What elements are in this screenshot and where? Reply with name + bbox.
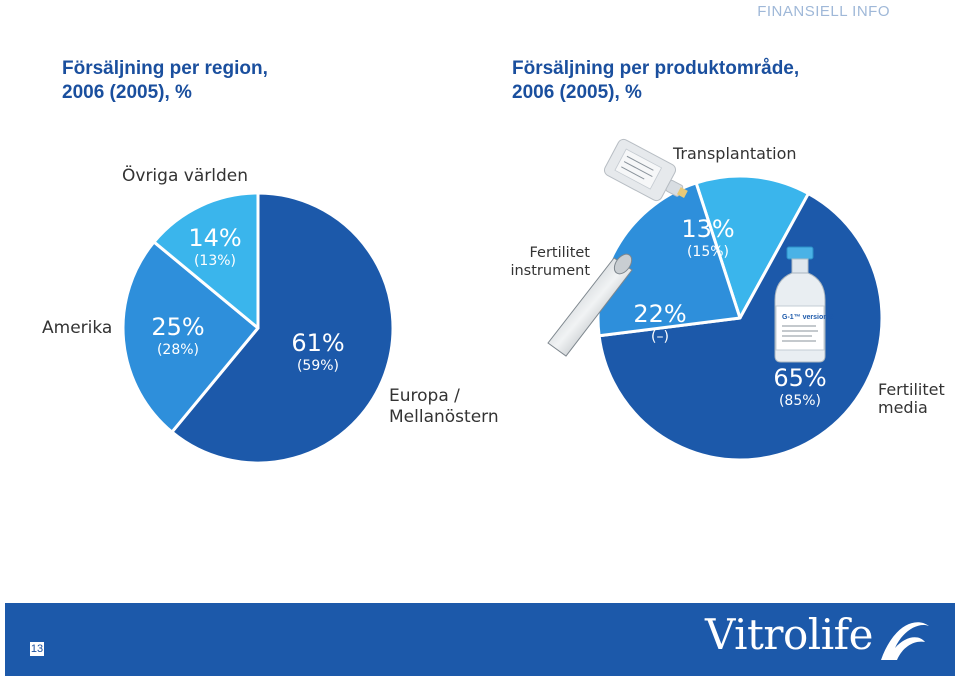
pct-value: 25% xyxy=(151,313,205,341)
label-fertilitet-instrument: Fertilitet instrument xyxy=(508,244,590,280)
section-tag: FINANSIELL INFO xyxy=(757,3,890,20)
logo-swoosh-icon xyxy=(881,622,929,660)
region-chart-title: Försäljning per region, 2006 (2005), % xyxy=(62,57,268,105)
pct-prev-value: (–) xyxy=(651,329,669,345)
label-media-line1: Fertilitet xyxy=(878,380,945,399)
bottle-label-text: G-1™ version 5 xyxy=(782,314,833,321)
label-instrument-line1: Fertilitet xyxy=(529,245,591,261)
region-pie-slice-amerika xyxy=(121,240,260,434)
pct-label-europa: 61% (59%) xyxy=(278,329,358,375)
label-ovriga-varlden: Övriga världen xyxy=(122,166,248,186)
label-europa-line1: Europa / xyxy=(389,386,460,406)
region-pie xyxy=(121,191,395,465)
pct-label-instrument: 22% (–) xyxy=(620,300,700,346)
label-europa: Europa / Mellanöstern xyxy=(389,386,499,428)
label-transplantation: Transplantation xyxy=(673,144,797,163)
pct-label-media: 65% (85%) xyxy=(760,364,840,410)
vitrolife-logo: Vitrolife xyxy=(705,610,874,659)
region-pie-slice-europa-mellanöstern xyxy=(170,191,395,465)
pct-prev-value: (59%) xyxy=(296,358,340,374)
label-instrument-line2: instrument xyxy=(510,263,590,279)
product-chart-title: Försäljning per produktområde, 2006 (200… xyxy=(512,57,799,105)
pct-label-transplantation: 13% (15%) xyxy=(668,215,748,261)
footer-bar xyxy=(5,603,955,676)
pct-prev-value: (15%) xyxy=(686,244,730,260)
product-title-line2: 2006 (2005), % xyxy=(512,82,642,103)
product-pie-slice-transplantation xyxy=(694,174,810,320)
product-pie xyxy=(596,174,884,462)
region-title-line2: 2006 (2005), % xyxy=(62,82,192,103)
region-title-line1: Försäljning per region, xyxy=(62,58,268,79)
media-bottle-image: G-1™ version 5 xyxy=(774,246,833,363)
page-number: 13 xyxy=(30,642,44,656)
label-fertilitet-media: Fertilitet media xyxy=(878,381,945,417)
pct-label-amerika: 25% (28%) xyxy=(138,313,218,359)
label-europa-line2: Mellanöstern xyxy=(389,407,499,427)
needle-image xyxy=(547,253,633,357)
region-pie-slice-övriga-världen xyxy=(152,191,260,330)
label-amerika: Amerika xyxy=(42,318,113,338)
pct-value: 61% xyxy=(291,329,345,357)
pct-value: 13% xyxy=(681,215,735,243)
product-pie-slice-fertilitet-media xyxy=(597,192,884,462)
product-title-line1: Försäljning per produktområde, xyxy=(512,58,800,79)
pct-prev-value: (85%) xyxy=(778,393,822,409)
pct-prev-value: (13%) xyxy=(193,253,237,269)
pct-value: 22% xyxy=(633,300,687,328)
pct-value: 14% xyxy=(188,224,242,252)
label-media-line2: media xyxy=(878,398,928,417)
pct-label-ovriga: 14% (13%) xyxy=(180,224,250,270)
transplant-bag-image xyxy=(603,138,688,202)
pct-prev-value: (28%) xyxy=(156,342,200,358)
pct-value: 65% xyxy=(773,364,827,392)
